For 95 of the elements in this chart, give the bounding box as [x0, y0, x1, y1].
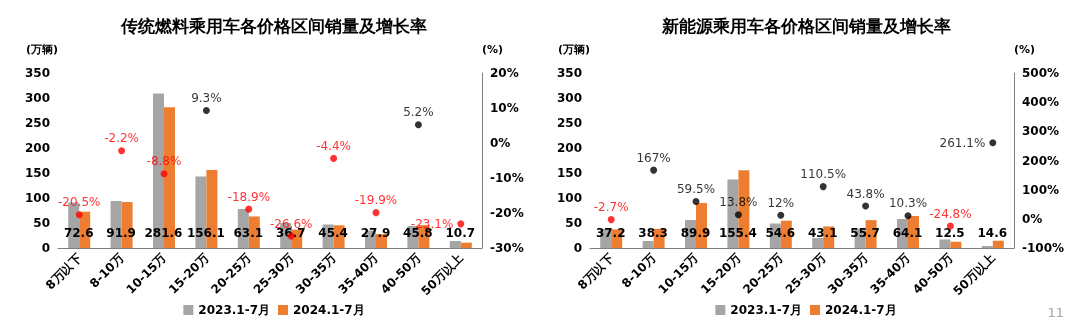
data-label: 45.4: [318, 226, 348, 240]
y2-tick-label: -20%: [490, 206, 524, 220]
data-label: 155.4: [718, 226, 757, 240]
data-label: 54.6: [765, 226, 796, 240]
y2-tick-label: 20%: [490, 66, 519, 80]
point: [330, 154, 338, 162]
y-tick-label: 250: [24, 116, 50, 130]
y-tick-label: 50: [33, 216, 50, 230]
data-label: 91.9: [106, 226, 136, 240]
y-tick-label: 350: [24, 66, 50, 80]
bar: [950, 241, 962, 248]
data-label: 12.5: [935, 226, 965, 240]
data-label: 64.1: [892, 226, 923, 240]
point: [862, 202, 870, 210]
y-tick-label: 350: [556, 66, 582, 80]
point: [904, 212, 912, 220]
data-label: -2.7%: [593, 200, 629, 215]
legend-label: 2023.1-7月: [198, 303, 270, 317]
bar: [939, 239, 951, 248]
y-tick-label: 100: [556, 191, 582, 205]
point: [777, 211, 785, 219]
data-label: 27.9: [360, 226, 391, 240]
data-label: 9.3%: [191, 90, 222, 105]
point: [202, 106, 210, 114]
y-tick-label: 250: [556, 116, 582, 130]
data-label: 110.5%: [800, 167, 847, 182]
data-label: -24.8%: [929, 206, 972, 221]
y-tick-label: 200: [556, 141, 582, 155]
y2-axis-title: (%): [482, 43, 504, 56]
bar: [460, 242, 472, 248]
y-axis-title: (万辆): [557, 43, 590, 56]
legend-label: 2024.1-7月: [825, 303, 897, 317]
y2-tick-label: -100%: [1022, 241, 1065, 255]
point: [607, 216, 615, 224]
data-label: 14.6: [977, 226, 1008, 240]
point: [372, 209, 380, 217]
data-label: 63.1: [233, 226, 264, 240]
point: [989, 139, 997, 147]
data-label: 281.6: [144, 226, 183, 240]
y2-tick-label: 0%: [490, 136, 511, 150]
y2-tick-label: 0%: [1022, 211, 1043, 226]
data-label: -18.9%: [227, 189, 271, 204]
y2-axis-title: (%): [1014, 43, 1036, 56]
y-tick-label: 300: [556, 91, 582, 105]
chart-title: 传统燃料乘用车各价格区间销量及增长率: [120, 15, 427, 36]
data-label: 167%: [636, 150, 671, 165]
y2-tick-label: 100%: [1022, 182, 1060, 197]
point: [819, 183, 827, 191]
y2-tick-label: 200%: [1022, 153, 1060, 168]
y2-tick-label: 10%: [490, 101, 519, 115]
point: [414, 121, 422, 129]
data-label: 55.7: [850, 226, 880, 240]
point: [734, 211, 742, 219]
data-label: 59.5%: [676, 181, 716, 196]
bar: [642, 241, 654, 248]
y-tick-label: 150: [24, 166, 50, 180]
data-label: 37.2: [595, 226, 626, 240]
bar: [992, 240, 1004, 248]
data-label: -19.9%: [354, 193, 398, 208]
y-tick-label: 150: [556, 166, 582, 180]
data-label: -8.8%: [146, 154, 182, 169]
data-label: 43.8%: [846, 186, 885, 201]
y-tick-label: 50: [565, 216, 582, 230]
data-label: 156.1: [186, 226, 225, 240]
y2-tick-label: -10%: [490, 171, 524, 185]
y2-tick-label: 500%: [1022, 66, 1060, 80]
point: [650, 166, 658, 174]
y2-tick-label: 400%: [1022, 95, 1060, 110]
data-label: -20.5%: [57, 195, 101, 210]
y-tick-label: 300: [24, 91, 50, 105]
y-tick-label: 100: [24, 191, 50, 205]
point: [457, 220, 465, 228]
text: 11: [1047, 305, 1064, 320]
point: [75, 211, 83, 219]
y2-tick-label: -30%: [490, 241, 524, 255]
data-label: -2.2%: [104, 131, 140, 146]
point: [160, 170, 168, 178]
legend-label: 2023.1-7月: [730, 303, 802, 317]
point: [118, 147, 126, 155]
data-label: 12%: [767, 195, 795, 210]
bar: [812, 238, 824, 248]
point: [245, 205, 253, 213]
data-label: 89.9: [680, 226, 711, 240]
data-label: -4.4%: [316, 138, 352, 153]
y-axis-title: (万辆): [25, 43, 58, 56]
bar: [449, 241, 461, 248]
data-label: 72.6: [63, 226, 94, 240]
y-tick-label: 200: [24, 141, 50, 155]
data-label: 5.2%: [403, 105, 434, 120]
data-label: 261.1%: [939, 135, 986, 150]
data-label: 10.3%: [888, 196, 928, 211]
legend-label: 2024.1-7月: [293, 303, 365, 317]
chart-title: 新能源乘用车各价格区间销量及增长率: [660, 15, 951, 36]
point: [692, 197, 700, 205]
y2-tick-label: 300%: [1022, 124, 1060, 139]
